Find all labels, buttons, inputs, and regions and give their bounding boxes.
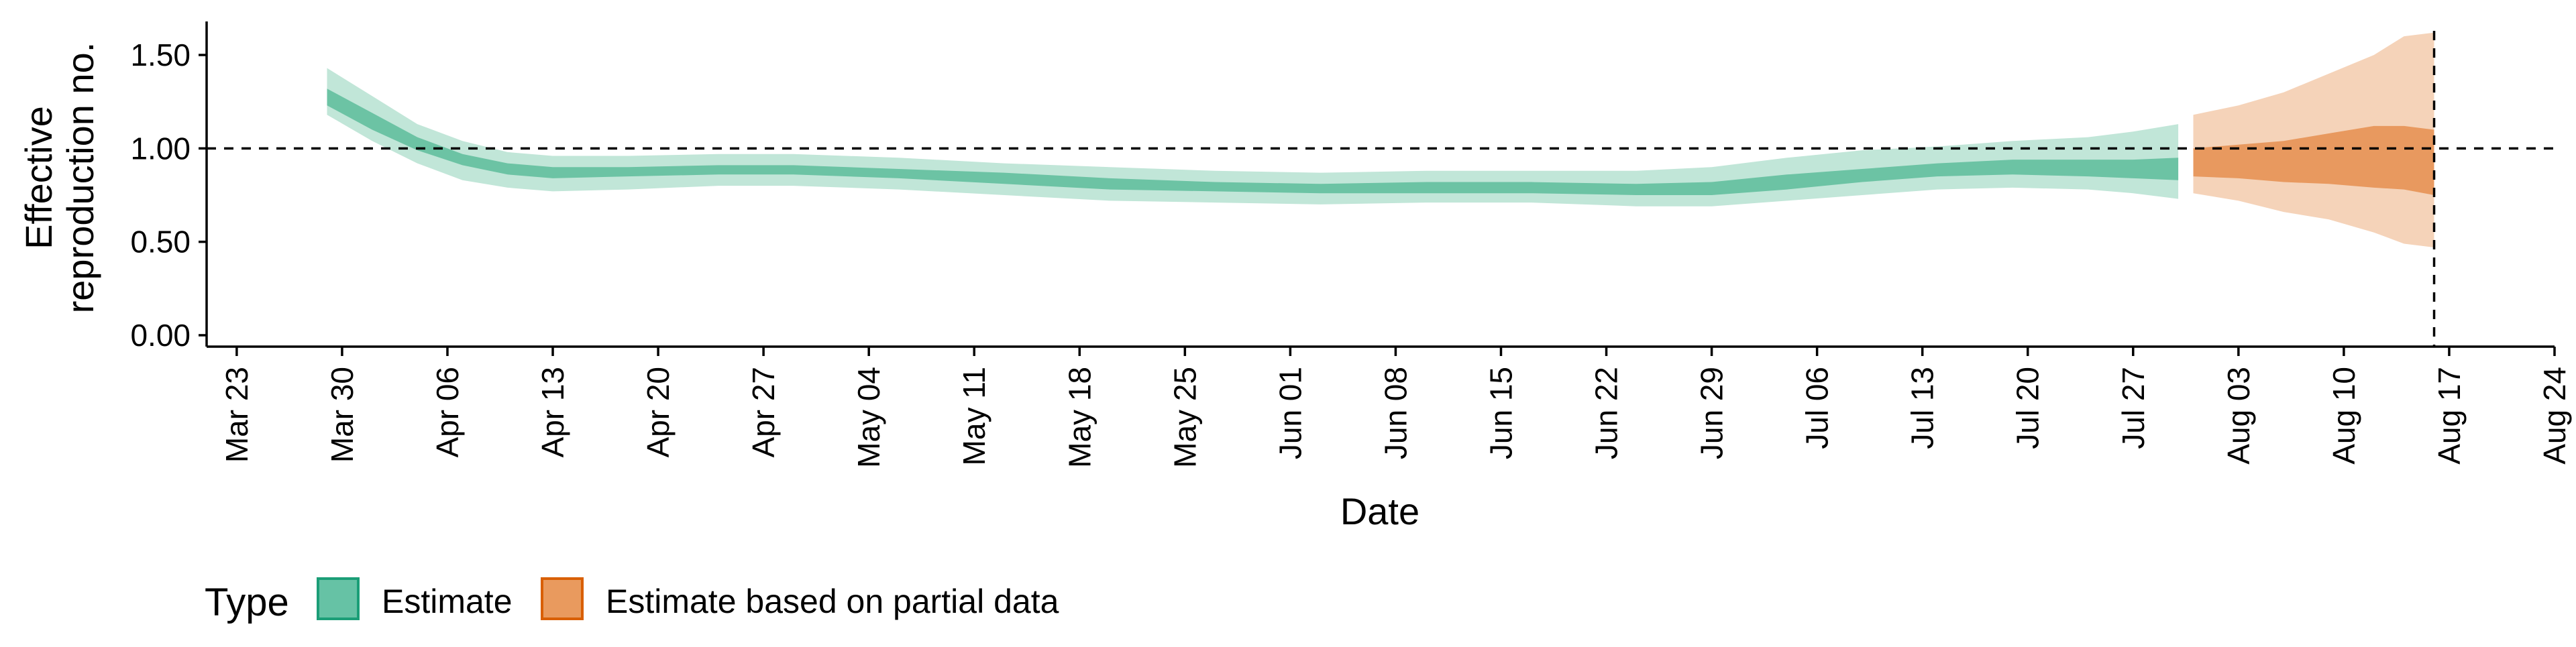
x-tick-label: Jun 29	[1695, 367, 1729, 459]
legend-title: Type	[205, 581, 289, 624]
x-tick-label: Jun 08	[1378, 367, 1413, 459]
x-tick-label: Jul 27	[2116, 367, 2151, 449]
ribbon-inner-estimate	[327, 89, 2179, 195]
legend-item-label: Estimate	[382, 583, 513, 620]
x-tick-label: Mar 30	[325, 367, 360, 463]
legend: Type Estimate Estimate based on partial d…	[205, 577, 1059, 624]
x-tick-label: Aug 24	[2537, 367, 2572, 465]
x-tick-label: Aug 03	[2221, 367, 2256, 465]
x-axis-ticks: Mar 23 Mar 30 Apr 06 Apr 13 Apr 20 Apr 27 May …	[219, 347, 2572, 468]
axes: 0.00 0.50 1.00 1.50 Mar 23 Mar 30 Apr 06 Apr 1…	[130, 21, 2572, 468]
x-tick-label: Jun 01	[1273, 367, 1307, 459]
y-axis-title-line: Effective	[17, 106, 60, 249]
legend-items: Estimate Estimate based on partial data	[317, 577, 1059, 620]
reference-lines	[207, 31, 2555, 347]
x-tick-label: Apr 27	[746, 367, 781, 458]
x-axis-title: Date	[1340, 490, 1419, 532]
x-tick-label: Jul 20	[2010, 367, 2045, 449]
x-tick-label: Apr 06	[430, 367, 465, 458]
y-tick-label: 1.50	[130, 38, 191, 72]
legend-item-label: Estimate based on partial data	[606, 583, 1059, 620]
x-tick-label: Apr 13	[535, 367, 570, 458]
legend-key-swatch	[317, 577, 360, 620]
x-tick-label: Aug 17	[2432, 367, 2467, 465]
y-axis-title-line: reproduction no.	[59, 42, 101, 314]
x-tick-label: Jul 13	[1905, 367, 1940, 449]
x-tick-label: Mar 23	[219, 367, 254, 463]
x-tick-label: May 11	[957, 367, 991, 465]
x-tick-label: May 04	[851, 367, 886, 468]
x-tick-label: Apr 20	[641, 367, 676, 458]
y-axis-ticks: 0.00 0.50 1.00 1.50	[130, 38, 207, 353]
y-axis-title: Effectivereproduction no.	[17, 42, 101, 314]
y-tick-label: 1.00	[130, 131, 191, 166]
y-tick-label: 0.50	[130, 225, 191, 259]
x-tick-label: May 25	[1167, 367, 1202, 468]
x-tick-label: Aug 10	[2326, 367, 2361, 465]
x-tick-label: May 18	[1062, 367, 1097, 468]
ribbon-inner-partial	[2193, 125, 2434, 195]
x-tick-label: Jun 22	[1589, 367, 1624, 459]
x-tick-label: Jun 15	[1483, 367, 1518, 459]
x-tick-label: Jul 06	[1800, 367, 1835, 449]
y-tick-label: 0.00	[130, 318, 191, 353]
legend-key-swatch	[541, 577, 584, 620]
ribbon-layer	[327, 32, 2434, 247]
